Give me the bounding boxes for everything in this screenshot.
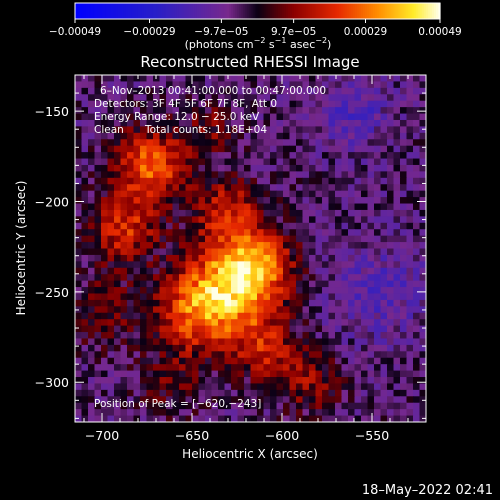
x-tick-label: −700 (85, 428, 119, 443)
colorbar-tick-label: 0.00049 (418, 26, 461, 38)
colorbar-tick-label: 0.00029 (344, 26, 387, 38)
y-axis-label: Heliocentric Y (arcsec) (14, 181, 28, 316)
annotation-time-range: 6–Nov–2013 00:41:00.000 to 00:47:00.000 (100, 85, 326, 97)
x-tick-label: −600 (265, 428, 299, 443)
colorbar: −0.00049 −0.00029 −9.7e−05 9.7e−05 0.00029 0.… (49, 2, 462, 51)
x-tick-label: −550 (355, 428, 389, 443)
timestamp: 18–May–2022 02:41 (362, 483, 493, 498)
y-tick-label: −250 (35, 285, 69, 300)
annotation-detectors: Detectors: 3F 4F 5F 6F 7F 8F, Att 0 (94, 98, 277, 110)
colorbar-units: (photons cm−2 s−1 asec−2) (185, 36, 332, 51)
colorbar-tick-label: 9.7e−05 (271, 26, 316, 38)
y-tick-label: −300 (35, 375, 69, 390)
y-tick-label: −200 (35, 195, 69, 210)
x-axis-label: Heliocentric X (arcsec) (182, 447, 318, 461)
annotation-energy-range: Energy Range: 12.0 − 25.0 keV (94, 111, 260, 123)
colorbar-tick-label: −0.00029 (123, 26, 175, 38)
plot-frame (74, 74, 427, 423)
colorbar-tick-label: −9.7e−05 (194, 26, 248, 38)
x-tick-label: −650 (175, 428, 209, 443)
heatmap-image (75, 75, 427, 423)
y-tick-label: −150 (35, 104, 69, 119)
colorbar-tick-label: −0.00049 (49, 26, 101, 38)
annotation-clean: Clean (94, 124, 124, 136)
annotation-total-counts: Total counts: 1.18E+04 (144, 124, 267, 136)
chart-title: Reconstructed RHESSI Image (140, 53, 359, 71)
annotation-peak-position: Position of Peak = [−620,−243] (94, 398, 261, 410)
